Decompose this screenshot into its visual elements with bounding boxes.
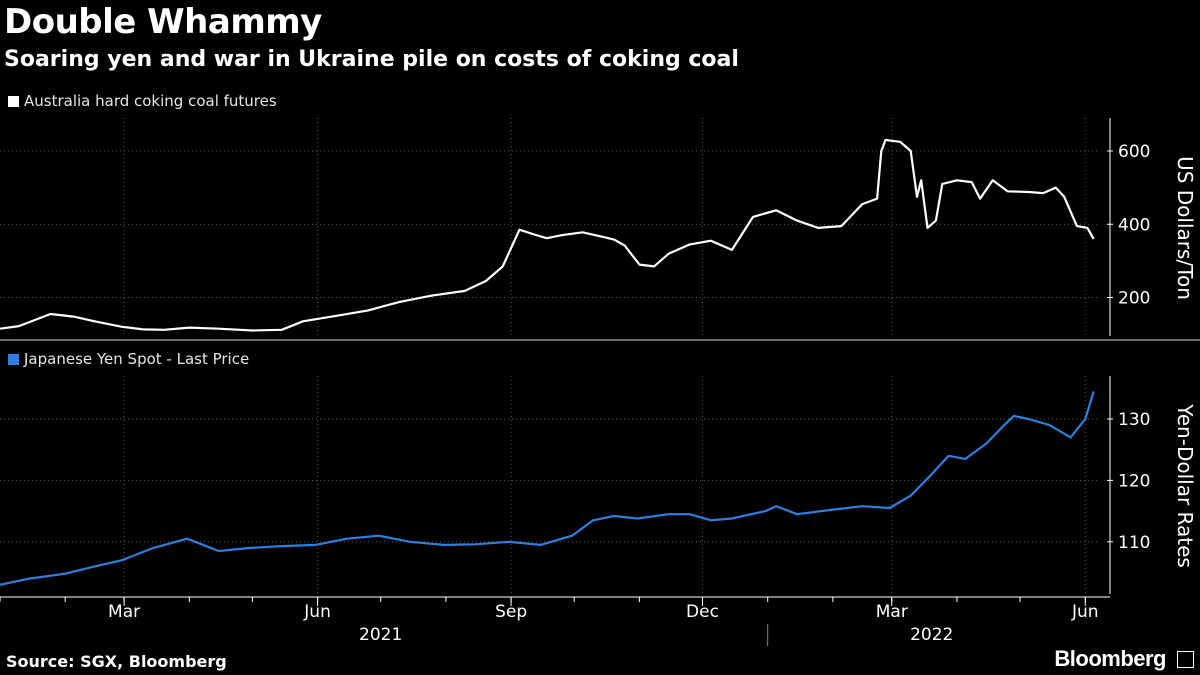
y-tick-label: 600 (1118, 142, 1150, 162)
y-tick-label: 200 (1118, 289, 1150, 309)
x-tick-label: Jun (1071, 602, 1099, 622)
coal-price-line (0, 138, 1095, 332)
yen-y-axis-label: Yen-Dollar Rates (1173, 403, 1197, 568)
bloomberg-logo: Bloomberg (1054, 646, 1166, 671)
bloomberg-logo-icon (1177, 651, 1194, 668)
grid-lines (0, 118, 1100, 594)
year-label-2022: 2022 (910, 625, 953, 645)
coal-y-axis-label: US Dollars/Ton (1173, 156, 1197, 300)
legend-yen: Japanese Yen Spot - Last Price (8, 350, 249, 368)
y-tick-label: 130 (1118, 410, 1150, 430)
chart-title: Double Whammy (4, 2, 322, 42)
legend-coal-label: Australia hard coking coal futures (24, 92, 277, 110)
axes (0, 118, 1200, 646)
legend-coal-swatch (8, 95, 19, 107)
legend-yen-swatch (8, 353, 19, 365)
legend-coal: Australia hard coking coal futures (8, 92, 277, 110)
x-tick-label: Mar (108, 602, 140, 622)
year-label-2021: 2021 (359, 625, 402, 645)
yen-price-line (0, 391, 1095, 586)
y-tick-label: 110 (1118, 533, 1150, 553)
source-note: Source: SGX, Bloomberg (6, 652, 227, 671)
x-tick-label: Jun (303, 602, 331, 622)
y-tick-label: 120 (1118, 471, 1150, 491)
tick-labels: 200 400 600 110 120 130 Mar Jun Sep Dec Mar Jun 2021… (108, 142, 1150, 645)
x-tick-label: Sep (495, 602, 527, 622)
x-tick-label: Mar (876, 602, 908, 622)
x-tick-label: Dec (686, 602, 719, 622)
y-tick-label: 400 (1118, 215, 1150, 235)
legend-yen-label: Japanese Yen Spot - Last Price (24, 350, 250, 368)
chart-subtitle: Soaring yen and war in Ukraine pile on c… (4, 47, 739, 72)
